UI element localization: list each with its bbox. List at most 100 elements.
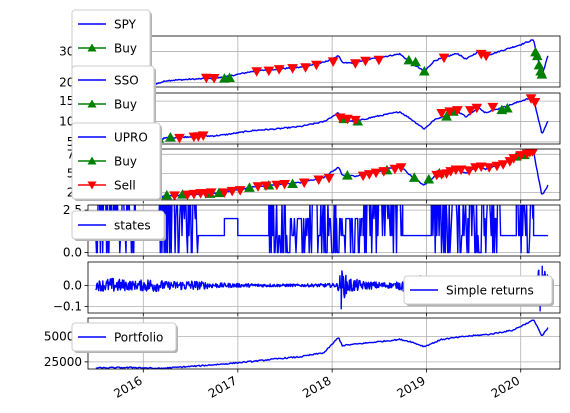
legend-buy-marker	[87, 156, 97, 165]
sell-marker	[205, 188, 217, 198]
sell-marker	[463, 166, 475, 176]
legend-box	[71, 122, 161, 200]
sell-marker	[455, 165, 467, 176]
sell-marker	[438, 53, 450, 64]
legend-box	[71, 210, 165, 240]
y-tick-label: 0.0	[63, 246, 82, 260]
buy-marker	[423, 173, 435, 184]
sell-marker	[464, 106, 476, 116]
buy-marker	[501, 102, 513, 113]
sell-marker	[350, 59, 361, 69]
sell-marker	[452, 106, 463, 116]
y-tick-label: 0.0	[63, 278, 82, 292]
sell-marker	[182, 190, 193, 200]
sell-marker	[188, 189, 200, 200]
sell-marker	[313, 175, 325, 185]
sell-marker	[327, 57, 339, 67]
plot-content	[95, 319, 549, 369]
legend-upro: UPRO Buy Sell	[71, 122, 162, 201]
y-tick-label: −0.1	[53, 300, 82, 314]
sell-marker	[497, 160, 509, 170]
series-line-portfolio	[95, 319, 549, 369]
sell-marker	[208, 74, 220, 84]
buy-marker	[165, 131, 176, 142]
legend-label: UPRO	[114, 131, 148, 145]
plot-content	[95, 94, 549, 144]
legend-box	[71, 322, 177, 352]
sell-marker	[300, 63, 311, 73]
sell-marker	[360, 56, 371, 67]
x-tick-label: 2020	[489, 373, 522, 400]
sell-marker	[287, 64, 298, 74]
sell-marker	[529, 97, 541, 108]
sell-marker	[174, 133, 185, 144]
buy-marker	[342, 170, 353, 180]
sell-marker	[334, 113, 346, 123]
buy-marker	[287, 178, 298, 189]
buy-marker	[531, 50, 543, 61]
buy-marker	[161, 189, 173, 200]
sell-marker	[480, 51, 492, 62]
legend-label: Sell	[114, 179, 136, 193]
sell-marker	[279, 180, 290, 190]
legend-label: Portfolio	[114, 331, 163, 345]
buy-marker	[419, 66, 430, 76]
sell-marker	[350, 115, 361, 126]
sell-marker	[271, 180, 283, 191]
sell-marker	[508, 154, 520, 164]
legend-sell-marker	[87, 181, 97, 190]
legend-label: states	[114, 219, 151, 233]
legend-label: Buy	[114, 42, 137, 56]
sell-marker	[251, 67, 263, 77]
sell-marker	[529, 149, 538, 157]
sell-marker	[298, 178, 310, 189]
legend-label: Buy	[114, 98, 137, 112]
x-tick-label: 2019	[394, 373, 427, 400]
sell-marker	[323, 173, 335, 184]
legend-box	[403, 275, 553, 305]
sell-marker	[219, 188, 230, 198]
sell-marker	[169, 191, 180, 200]
series-line-states	[95, 205, 548, 254]
x-tick-label: 2018	[300, 373, 333, 400]
sell-marker	[357, 171, 369, 182]
sell-marker	[487, 102, 499, 113]
sell-marker	[444, 107, 456, 117]
sell-marker	[491, 161, 503, 172]
sell-marker	[273, 65, 285, 75]
buy-marker	[410, 56, 421, 67]
axes-frame	[87, 261, 561, 314]
sell-marker	[515, 151, 527, 161]
x-tick-label: 2017	[206, 373, 239, 400]
legend-portfolio: Portfolio	[71, 322, 178, 353]
x-axis-ticks: 2016 2017 2018 2019 2020	[111, 373, 522, 400]
buy-marker	[224, 72, 235, 83]
legend-returns: Simple returns	[403, 275, 554, 306]
subplot-upro: 255075	[67, 147, 561, 204]
sell-marker	[226, 186, 238, 197]
legend-label: Buy	[114, 155, 137, 169]
sell-marker	[263, 66, 275, 77]
sell-marker	[200, 73, 212, 84]
plot-content	[95, 205, 548, 254]
sell-marker	[378, 167, 390, 177]
legend-label: SPY	[114, 18, 137, 32]
y-tick-label: 25000	[44, 355, 82, 369]
sell-marker	[436, 108, 448, 119]
legend-buy-marker	[87, 43, 97, 52]
buy-marker	[244, 182, 255, 192]
series-line-spy	[103, 39, 549, 86]
sell-marker	[483, 163, 495, 173]
buy-marker	[408, 172, 420, 182]
buy-marker	[441, 111, 452, 121]
sell-marker	[311, 60, 322, 71]
buy-marker	[213, 187, 225, 198]
sell-marker	[475, 162, 487, 173]
sell-marker	[373, 55, 385, 66]
sell-marker	[252, 182, 264, 192]
legend-states: states	[71, 210, 166, 241]
sell-marker	[471, 103, 483, 114]
legend-label: SSO	[114, 74, 139, 88]
